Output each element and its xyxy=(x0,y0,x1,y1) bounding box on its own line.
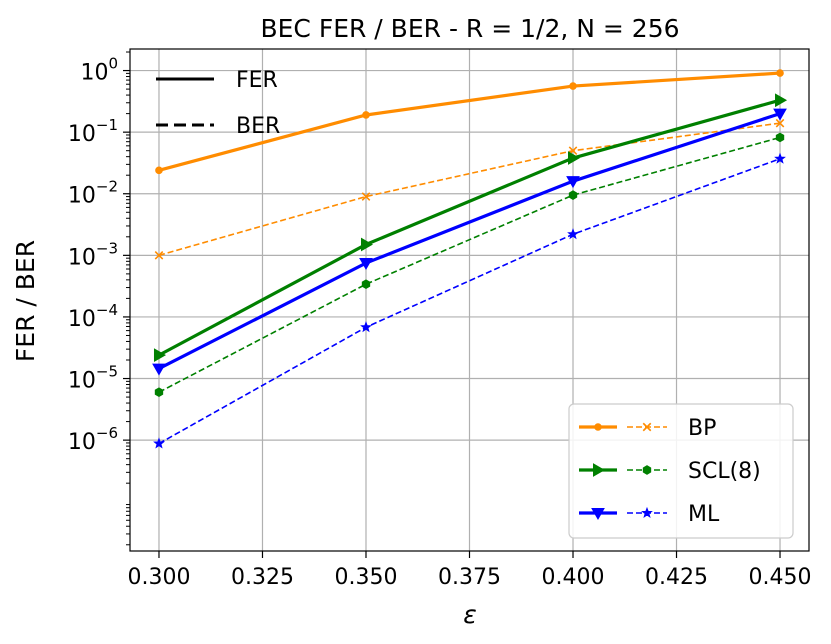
series-ml-fer xyxy=(152,108,787,376)
data-point-ml-ber xyxy=(360,321,372,333)
x-tick-label: 0.300 xyxy=(127,565,190,590)
legend-marker-fer xyxy=(594,423,602,431)
legend-label-bp: BP xyxy=(688,416,716,441)
y-tick-label: 10−1 xyxy=(68,116,118,147)
y-tick-label: 10−2 xyxy=(68,178,118,209)
data-point-ml-ber xyxy=(774,152,786,164)
data-point-bp-fer xyxy=(569,82,577,90)
legend-box xyxy=(568,403,794,539)
series-line-ml-ber xyxy=(158,157,781,445)
data-point-scl-8-fer xyxy=(568,151,581,165)
x-tick-label: 0.450 xyxy=(749,565,812,590)
y-tick-label: 10−3 xyxy=(68,239,118,270)
data-point-scl-8-ber xyxy=(154,387,164,398)
data-point-bp-ber xyxy=(361,192,371,201)
legend-marker-ber xyxy=(642,465,652,475)
data-point-bp-fer xyxy=(776,69,784,77)
data-point-scl-8-ber xyxy=(361,279,371,290)
legend-entry-ml: ML xyxy=(579,502,720,527)
data-point-bp-fer xyxy=(362,111,370,119)
chart-title: BEC FER / BER - R = 1/2, N = 256 xyxy=(260,14,679,43)
data-point-bp-ber xyxy=(154,251,164,260)
series-line-bp-fer xyxy=(158,71,781,172)
data-point-bp-ber xyxy=(775,118,785,128)
legend-label-scl-8: SCL(8) xyxy=(688,459,761,484)
series-layer xyxy=(152,69,788,449)
y-tick-label: 100 xyxy=(80,55,118,86)
legend-entry-bp: BP xyxy=(579,416,716,441)
series-line-ml-fer xyxy=(158,112,781,371)
series-legend: BP SCL(8) ML xyxy=(568,403,794,539)
data-point-ml-fer xyxy=(566,176,580,189)
data-point-scl-8-ber xyxy=(775,132,785,143)
data-point-ml-fer xyxy=(359,258,373,271)
y-tick-label: 10−6 xyxy=(68,424,118,455)
legend-entry-scl-8: SCL(8) xyxy=(579,459,761,484)
legend-marker-ber xyxy=(642,422,652,432)
series-line-bp-ber xyxy=(158,122,781,257)
y-tick-label: 10−5 xyxy=(68,363,118,394)
legend-label-ml: ML xyxy=(688,502,720,527)
x-tick-label: 0.375 xyxy=(438,565,501,590)
x-tick-label: 0.350 xyxy=(335,565,398,590)
style-legend: FER BER xyxy=(156,68,280,139)
axis-ticks: 0.300 0.325 0.350 0.375 0.400 0.425 0.450 100 10… xyxy=(68,51,812,590)
legend-marker-fer xyxy=(591,508,605,521)
data-point-ml-ber xyxy=(567,228,579,240)
series-ml-ber xyxy=(153,152,786,449)
series-line-scl-8-ber xyxy=(158,136,781,393)
x-axis-title: ε xyxy=(463,600,477,629)
data-point-bp-fer xyxy=(155,166,163,175)
y-tick-label: 10−4 xyxy=(68,301,118,332)
data-point-scl-8-fer xyxy=(360,237,374,252)
series-bp-fer xyxy=(155,69,784,175)
data-point-ml-fer xyxy=(152,363,166,376)
y-axis-title: FER / BER xyxy=(11,240,40,362)
legend-marker-ber xyxy=(641,506,653,518)
data-point-scl-8-fer xyxy=(775,93,788,108)
style-legend-label-fer: FER xyxy=(236,68,278,93)
x-tick-label: 0.325 xyxy=(231,565,294,590)
series-line-scl-8-fer xyxy=(158,98,781,357)
data-point-ml-ber xyxy=(153,437,165,449)
data-point-scl-8-fer xyxy=(153,348,166,362)
style-legend-label-ber: BER xyxy=(236,114,280,139)
x-tick-label: 0.425 xyxy=(645,565,708,590)
data-point-scl-8-ber xyxy=(568,190,578,200)
series-scl-8-fer xyxy=(153,93,788,362)
series-scl-8-ber xyxy=(154,132,785,398)
x-tick-label: 0.400 xyxy=(542,565,605,590)
data-point-ml-fer xyxy=(773,108,787,121)
legend-marker-fer xyxy=(593,463,606,477)
